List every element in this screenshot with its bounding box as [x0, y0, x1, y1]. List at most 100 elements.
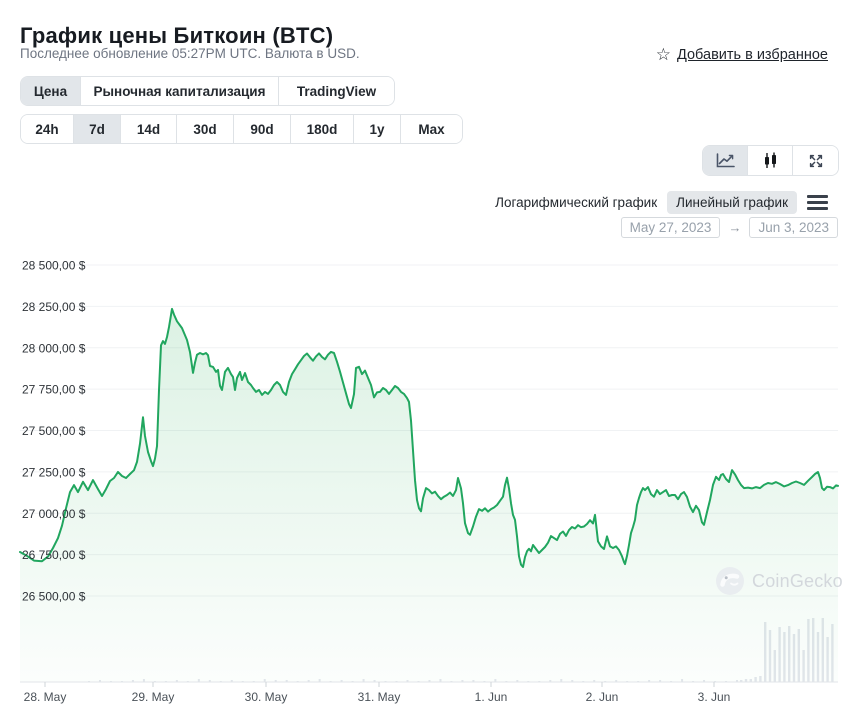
volume-bar [296, 681, 299, 682]
fullscreen-button[interactable] [793, 146, 838, 175]
x-axis-label: 29. May [132, 690, 175, 704]
volume-bar [764, 622, 767, 682]
line-chart-button[interactable] [703, 146, 748, 175]
watermark-text: CoinGecko [752, 570, 843, 591]
volume-bar [783, 632, 786, 682]
volume-bar [131, 680, 134, 682]
volume-bar [219, 681, 222, 682]
volume-bar [816, 632, 820, 682]
volume-bar [759, 676, 762, 682]
volume-bar [142, 679, 145, 682]
volume-bar [754, 677, 757, 682]
date-range-row: May 27, 2023 → Jun 3, 2023 [620, 217, 838, 238]
volume-bar [516, 680, 519, 682]
volume-bar [648, 680, 651, 682]
volume-bar [88, 681, 90, 682]
volume-bar [527, 681, 530, 682]
add-to-favorites-link[interactable]: ☆ Добавить в избранное [656, 46, 828, 63]
volume-bar [571, 680, 574, 682]
volume-bar [768, 630, 772, 682]
chart-menu-button[interactable] [807, 193, 828, 212]
volume-bar [714, 681, 717, 682]
date-range-arrow-icon: → [728, 220, 742, 235]
volume-bar [792, 634, 796, 682]
y-axis-label: 28 500,00 $ [22, 259, 86, 273]
x-axis-label: 30. May [245, 690, 288, 704]
volume-bar [318, 679, 321, 682]
volume-bar [164, 681, 167, 682]
volume-bar [505, 681, 508, 682]
tab-price[interactable]: Цена [21, 77, 81, 105]
range-7d[interactable]: 7d [74, 115, 121, 143]
star-icon: ☆ [655, 45, 671, 64]
y-axis-label: 26 750,00 $ [22, 548, 86, 562]
volume-bar [494, 679, 497, 682]
volume-bar [351, 681, 354, 682]
chart-type-tabs: Цена Рыночная капитализация TradingView [20, 76, 395, 106]
volume-bar [626, 681, 629, 682]
volume-bar [593, 680, 596, 682]
range-max[interactable]: Max [401, 115, 462, 143]
candlestick-chart-button[interactable] [748, 146, 793, 175]
volume-bar [307, 680, 310, 682]
volume-bar [274, 680, 277, 682]
range-180d[interactable]: 180d [291, 115, 354, 143]
volume-bar [773, 650, 776, 682]
line-chart-icon [716, 153, 735, 168]
range-1y[interactable]: 1y [354, 115, 401, 143]
volume-bar [329, 681, 332, 682]
volume-bar [340, 680, 343, 682]
range-30d[interactable]: 30d [177, 115, 234, 143]
range-14d[interactable]: 14d [121, 115, 177, 143]
y-axis-label: 26 500,00 $ [22, 590, 86, 604]
range-90d[interactable]: 90d [234, 115, 291, 143]
range-24h[interactable]: 24h [21, 115, 74, 143]
y-axis-label: 28 250,00 $ [22, 300, 86, 314]
volume-bar [778, 627, 781, 682]
volume-bar [230, 680, 233, 682]
volume-bar [744, 679, 748, 682]
volume-bar [659, 680, 662, 682]
volume-bar [417, 681, 420, 682]
chart-style-group [702, 145, 839, 176]
favorites-label: Добавить в избранное [676, 46, 828, 63]
volume-bar [362, 679, 365, 682]
coingecko-watermark: CoinGecko [715, 566, 843, 596]
scale-toggle-row: Логарифмический график Линейный график [495, 191, 828, 214]
volume-bar [703, 680, 706, 682]
burger-bar [807, 201, 828, 204]
volume-bar [670, 681, 673, 682]
volume-bar [560, 679, 563, 682]
volume-bar [186, 681, 189, 682]
volume-bar [797, 629, 800, 682]
volume-bar [725, 681, 728, 682]
volume-bar [483, 681, 486, 682]
volume-bar [788, 626, 791, 682]
volume-bar [120, 681, 123, 682]
log-scale-toggle[interactable]: Логарифмический график [495, 195, 658, 210]
volume-bar [749, 679, 752, 682]
volume-bar [472, 680, 475, 682]
volume-bar [395, 681, 398, 682]
volume-bar [736, 680, 738, 682]
date-from-input[interactable]: May 27, 2023 [620, 217, 721, 238]
volume-bar [384, 681, 387, 682]
price-line [19, 307, 839, 568]
volume-bar [549, 680, 552, 682]
tab-tradingview[interactable]: TradingView [279, 77, 394, 105]
volume-bar [439, 679, 442, 682]
x-axis-label: 2. Jun [586, 690, 619, 704]
volume-bar [692, 681, 695, 682]
linear-scale-toggle[interactable]: Линейный график [667, 191, 797, 214]
coingecko-logo-icon [716, 567, 744, 595]
date-to-input[interactable]: Jun 3, 2023 [749, 217, 838, 238]
volume-bar [681, 679, 684, 682]
x-axis-label: 31. May [358, 690, 401, 704]
tab-market-cap[interactable]: Рыночная капитализация [81, 77, 279, 105]
x-axis-label: 3. Jun [698, 690, 731, 704]
page-title: График цены Биткоин (BTC) [20, 22, 334, 48]
y-axis-label: 28 000,00 $ [22, 341, 86, 355]
volume-bar [831, 624, 834, 682]
volume-bar [109, 681, 112, 682]
